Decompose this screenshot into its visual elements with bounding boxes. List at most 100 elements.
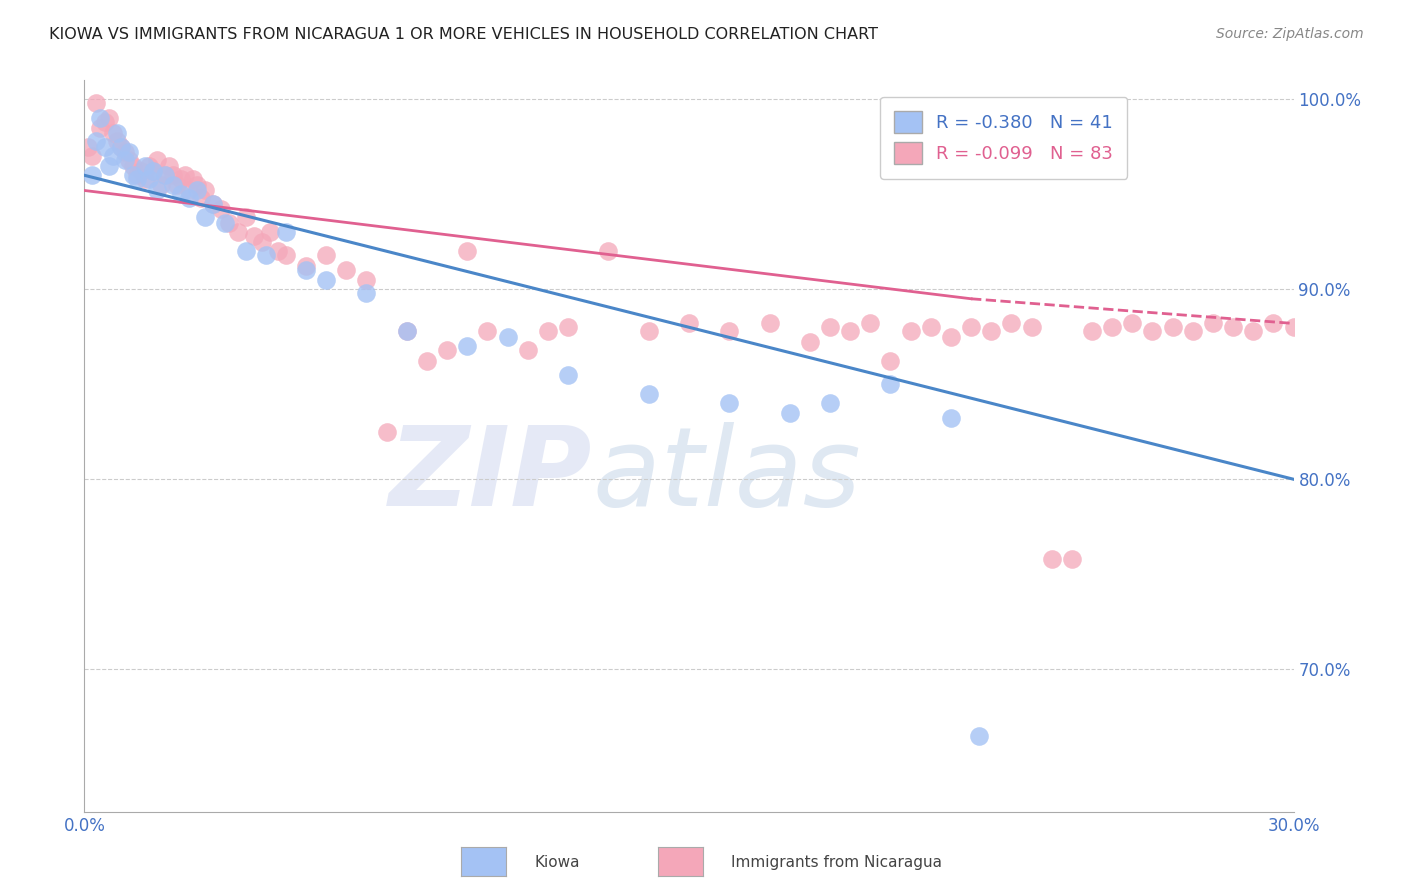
Point [516, 343, 538, 357]
Point [395, 324, 418, 338]
Point [537, 324, 560, 338]
Legend: R = -0.380   N = 41, R = -0.099   N = 83: R = -0.380 N = 41, R = -0.099 N = 83 [880, 96, 1128, 178]
Point [235, 210, 257, 224]
Point [758, 317, 780, 331]
Point [89, 120, 111, 135]
Point [1000, 317, 1022, 331]
Point [146, 153, 169, 167]
Point [190, 191, 212, 205]
Point [125, 172, 148, 186]
Point [267, 244, 290, 259]
Point [186, 184, 208, 198]
Point [157, 159, 180, 173]
Point [315, 273, 337, 287]
Point [1101, 320, 1123, 334]
Point [153, 168, 176, 182]
Point [939, 411, 962, 425]
Point [209, 202, 232, 217]
Point [900, 324, 922, 338]
Point [356, 273, 378, 287]
Point [818, 320, 841, 334]
Point [1021, 320, 1043, 334]
Point [121, 159, 143, 173]
Point [718, 396, 741, 410]
Point [194, 184, 217, 198]
Text: ZIP: ZIP [388, 422, 592, 529]
Point [142, 164, 165, 178]
Point [179, 191, 201, 205]
Point [295, 263, 318, 277]
Point [110, 140, 132, 154]
Point [718, 324, 741, 338]
Text: atlas: atlas [592, 422, 860, 529]
Point [93, 115, 115, 129]
Point [1181, 324, 1204, 338]
Point [174, 168, 197, 182]
Point [138, 172, 160, 186]
Point [125, 168, 148, 182]
Point [259, 225, 281, 239]
Point [335, 263, 357, 277]
Point [226, 225, 249, 239]
Point [879, 354, 901, 368]
Point [1241, 324, 1264, 338]
Point [118, 145, 141, 160]
Text: Immigrants from Nicaragua: Immigrants from Nicaragua [731, 855, 942, 870]
Point [93, 140, 115, 154]
Point [375, 425, 398, 439]
Point [153, 168, 176, 182]
Point [274, 248, 297, 262]
Point [356, 286, 378, 301]
Point [920, 320, 942, 334]
Point [1060, 552, 1083, 566]
Point [162, 168, 184, 182]
Point [170, 187, 193, 202]
Point [678, 317, 700, 331]
Point [134, 172, 156, 186]
Point [186, 178, 208, 192]
Point [179, 184, 201, 198]
Point [214, 216, 236, 230]
Point [97, 112, 120, 126]
Point [799, 335, 821, 350]
Point [202, 196, 225, 211]
Point [110, 140, 132, 154]
Point [1202, 317, 1225, 331]
Point [839, 324, 862, 338]
Point [118, 153, 141, 167]
Point [1040, 552, 1063, 566]
Point [82, 149, 104, 163]
Point [496, 330, 519, 344]
Point [1161, 320, 1184, 334]
Point [194, 210, 217, 224]
Point [162, 178, 184, 192]
Point [129, 164, 152, 178]
Point [967, 729, 990, 743]
Point [146, 184, 169, 198]
Point [138, 159, 160, 173]
Point [1121, 317, 1143, 331]
Point [170, 172, 193, 186]
Point [395, 324, 418, 338]
Point [105, 134, 128, 148]
Point [235, 244, 257, 259]
Point [315, 248, 337, 262]
Point [1263, 317, 1285, 331]
Point [105, 127, 128, 141]
Point [557, 368, 579, 382]
Point [166, 178, 188, 192]
Point [960, 320, 983, 334]
Point [97, 159, 120, 173]
Text: Source: ZipAtlas.com: Source: ZipAtlas.com [1216, 27, 1364, 41]
Point [456, 244, 478, 259]
Point [218, 216, 240, 230]
Point [637, 386, 659, 401]
Point [181, 172, 204, 186]
Point [818, 396, 841, 410]
Point [89, 112, 111, 126]
Point [1282, 320, 1305, 334]
Point [939, 330, 962, 344]
Point [1222, 320, 1244, 334]
Point [274, 225, 297, 239]
Point [86, 96, 108, 111]
